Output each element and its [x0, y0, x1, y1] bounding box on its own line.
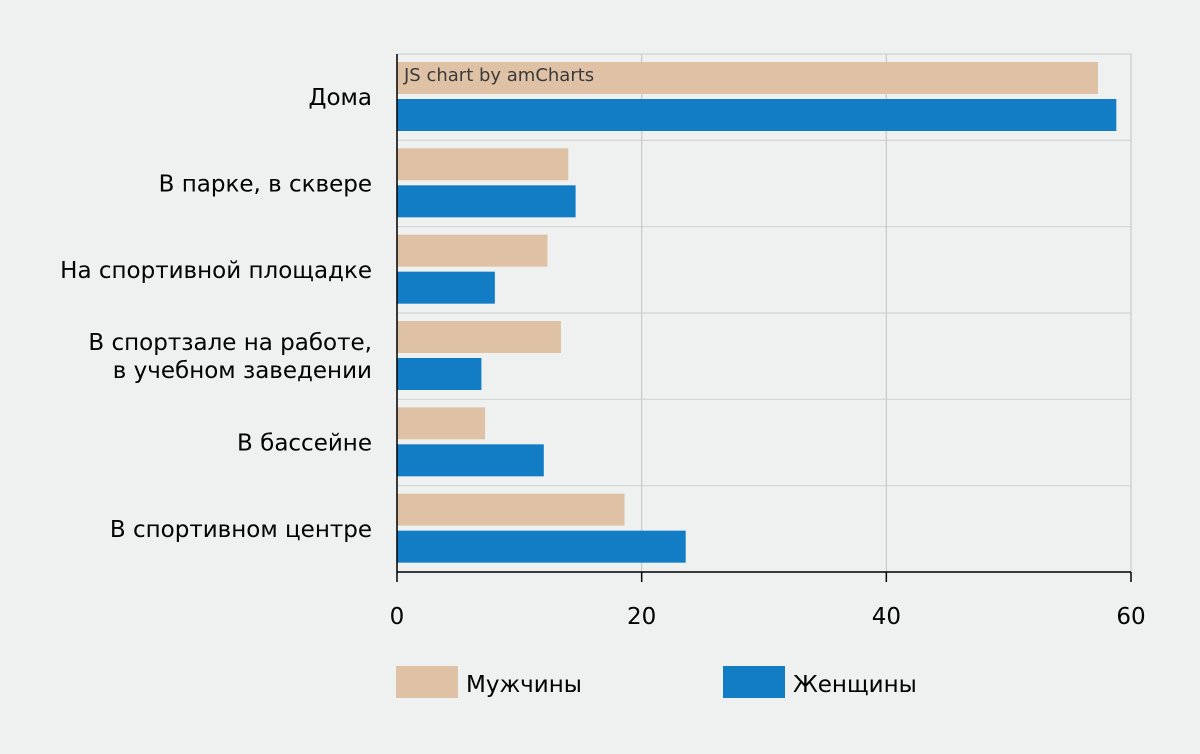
- bar-women[interactable]: [397, 358, 482, 390]
- category-label: В парке, в сквере: [159, 172, 372, 198]
- watermark-text[interactable]: JS chart by amCharts: [403, 65, 594, 86]
- legend-label-men[interactable]: Мужчины: [466, 672, 582, 698]
- bar-men[interactable]: [397, 321, 561, 353]
- category-label: В бассейне: [237, 431, 372, 457]
- category-label: В спортзале на работе, в учебном заведени…: [88, 330, 372, 384]
- legend: Мужчины Женщины: [396, 666, 917, 698]
- category-label: На спортивной площадке: [60, 258, 372, 284]
- bar-women[interactable]: [397, 444, 544, 477]
- category-label: Дома: [309, 85, 373, 111]
- legend-swatch-women[interactable]: [723, 666, 785, 698]
- bar-men[interactable]: [397, 62, 1098, 94]
- bar-men[interactable]: [397, 234, 548, 267]
- bar-women[interactable]: [397, 530, 686, 563]
- axis-layer: [396, 54, 1132, 582]
- x-tick-label: 40: [872, 604, 901, 630]
- category-label: В спортивном центре: [110, 517, 372, 543]
- category-labels: Дома В парке, в сквере На спортивной площа…: [60, 85, 372, 543]
- x-tick-labels: 0 20 40 60: [390, 604, 1146, 630]
- bars-layer: [397, 62, 1117, 563]
- bar-women[interactable]: [397, 99, 1117, 131]
- legend-swatch-men[interactable]: [396, 666, 458, 698]
- bar-women[interactable]: [397, 185, 576, 218]
- bar-men[interactable]: [397, 493, 625, 526]
- bar-men[interactable]: [397, 148, 569, 181]
- bar-women[interactable]: [397, 271, 495, 304]
- bar-men[interactable]: [397, 407, 486, 440]
- legend-label-women[interactable]: Женщины: [793, 672, 917, 698]
- x-tick-label: 60: [1116, 604, 1145, 630]
- x-tick-label: 0: [390, 604, 405, 630]
- x-tick-label: 20: [627, 604, 656, 630]
